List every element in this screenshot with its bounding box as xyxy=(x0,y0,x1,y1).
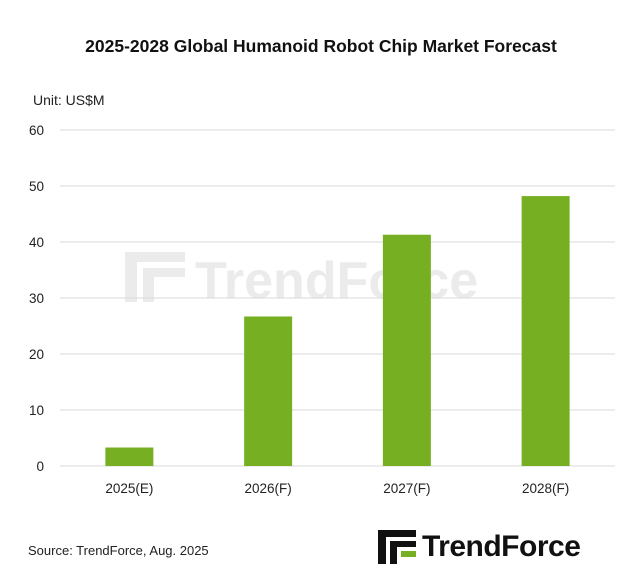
chart-title: 2025-2028 Global Humanoid Robot Chip Mar… xyxy=(85,36,557,56)
bar-2026(F) xyxy=(244,316,293,466)
x-tick-label: 2025(E) xyxy=(105,481,153,496)
watermark-logo-part xyxy=(143,268,185,277)
bar-2027(F) xyxy=(382,234,431,466)
watermark-logo-part xyxy=(125,252,137,302)
brand-name: TrendForce xyxy=(422,530,581,563)
y-tick-label: 30 xyxy=(29,291,44,306)
bar-2025(E) xyxy=(105,447,154,466)
y-tick-label: 40 xyxy=(29,235,44,250)
x-tick-label: 2028(F) xyxy=(522,481,569,496)
bar-2028(F) xyxy=(521,196,570,466)
y-tick-label: 0 xyxy=(36,459,44,474)
y-tick-label: 10 xyxy=(29,403,44,418)
y-tick-label: 50 xyxy=(29,179,44,194)
y-tick-label: 20 xyxy=(29,347,44,362)
watermark-text: TrendForce xyxy=(195,252,478,310)
unit-label: Unit: US$M xyxy=(33,92,105,108)
y-axis-ticks: 0 10 20 30 40 50 60 xyxy=(29,123,44,474)
x-axis-ticks: 2025(E) 2026(F) 2027(F) 2028(F) xyxy=(105,481,569,496)
watermark-logo-part xyxy=(125,252,185,262)
watermark: TrendForce xyxy=(125,252,478,310)
brand-logo: TrendForce xyxy=(378,527,618,567)
trendforce-logo-icon xyxy=(378,530,416,564)
x-tick-label: 2026(F) xyxy=(244,481,291,496)
bars xyxy=(105,196,570,466)
x-tick-label: 2027(F) xyxy=(383,481,430,496)
watermark-logo-part xyxy=(143,268,154,302)
source-note: Source: TrendForce, Aug. 2025 xyxy=(28,543,209,558)
y-tick-label: 60 xyxy=(29,123,44,138)
